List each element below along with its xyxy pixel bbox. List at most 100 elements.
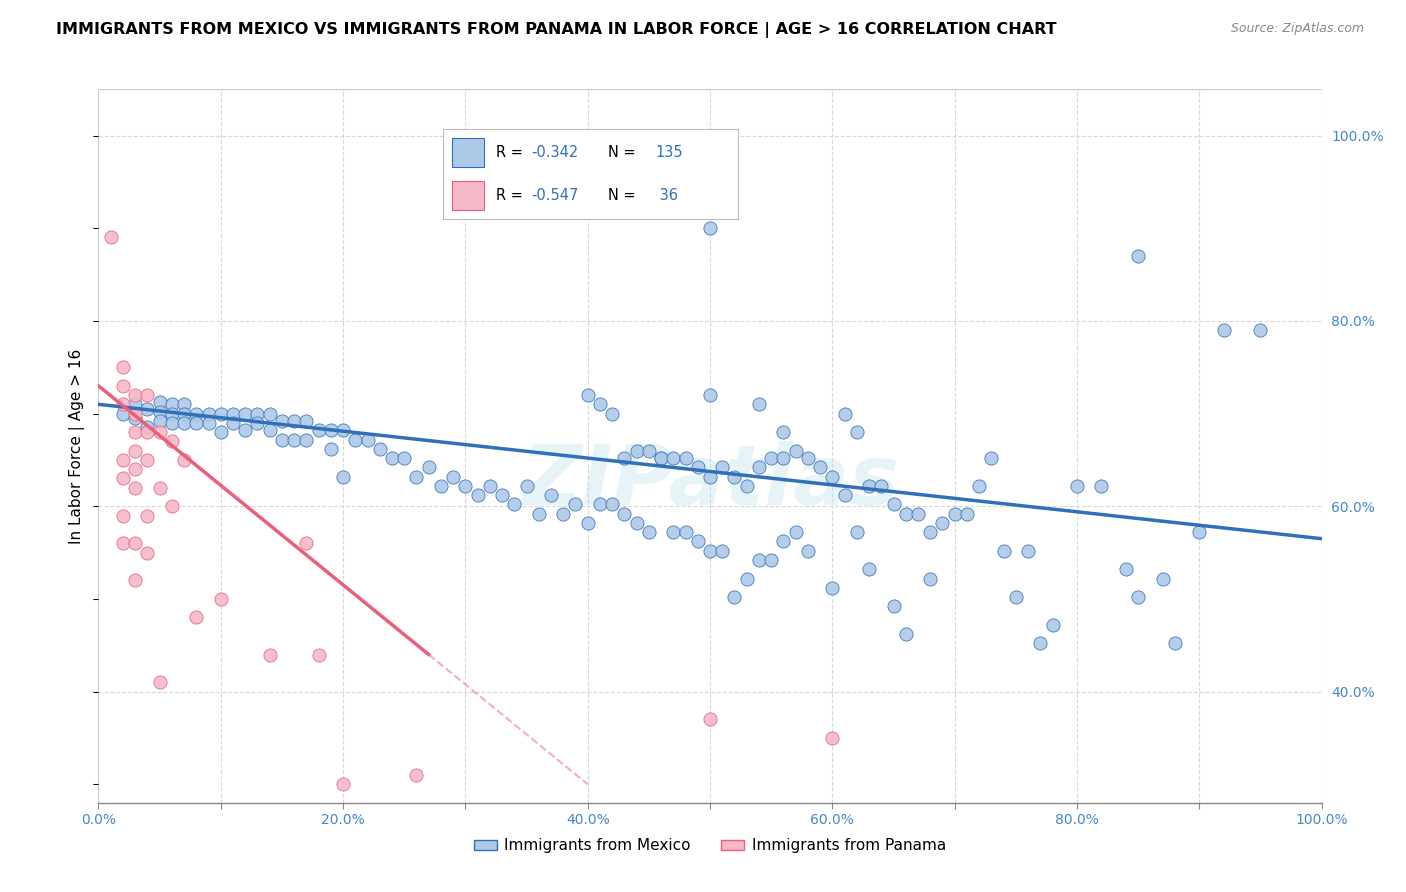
Point <box>111 471 134 485</box>
Point <box>1042 618 1064 632</box>
Point <box>540 488 562 502</box>
Point <box>344 433 367 447</box>
Point <box>368 442 391 456</box>
Point <box>160 397 183 411</box>
FancyBboxPatch shape <box>451 138 484 167</box>
Point <box>136 508 159 523</box>
Point <box>943 507 966 521</box>
Point <box>111 508 134 523</box>
Point <box>136 545 159 559</box>
Point <box>111 378 134 392</box>
Point <box>1029 636 1052 650</box>
Point <box>858 562 880 576</box>
Point <box>920 572 942 586</box>
Point <box>626 516 648 530</box>
Point <box>356 433 378 447</box>
Point <box>1017 543 1039 558</box>
Point <box>699 388 721 402</box>
Point <box>319 423 342 437</box>
Point <box>149 675 172 690</box>
Point <box>136 425 159 439</box>
Point <box>920 525 942 540</box>
Point <box>1212 323 1234 337</box>
Point <box>821 469 844 483</box>
Point <box>259 423 281 437</box>
Point <box>478 479 501 493</box>
Point <box>111 360 134 375</box>
Point <box>699 469 721 483</box>
Point <box>209 407 232 421</box>
Point <box>124 411 146 425</box>
Text: N =: N = <box>609 145 641 160</box>
Point <box>761 451 783 466</box>
Point <box>308 423 330 437</box>
Point <box>675 525 697 540</box>
Text: IMMIGRANTS FROM MEXICO VS IMMIGRANTS FROM PANAMA IN LABOR FORCE | AGE > 16 CORRE: IMMIGRANTS FROM MEXICO VS IMMIGRANTS FRO… <box>56 22 1057 38</box>
Point <box>907 507 929 521</box>
Point <box>870 479 893 493</box>
Point <box>270 414 294 428</box>
Point <box>761 553 783 567</box>
Point <box>808 460 831 475</box>
Point <box>173 397 195 411</box>
Text: N =: N = <box>609 188 641 202</box>
Point <box>699 221 721 235</box>
Point <box>967 479 990 493</box>
Point <box>686 534 709 549</box>
Point <box>100 230 122 244</box>
Point <box>197 416 219 430</box>
Point <box>797 543 820 558</box>
Point <box>209 425 232 439</box>
Point <box>1249 323 1271 337</box>
Point <box>381 451 404 466</box>
Point <box>772 451 794 466</box>
Point <box>259 648 281 662</box>
Point <box>748 460 770 475</box>
Point <box>600 407 623 421</box>
Text: ZIPatlas: ZIPatlas <box>522 442 898 522</box>
Point <box>650 451 672 466</box>
Point <box>772 425 794 439</box>
Point <box>136 453 159 467</box>
Point <box>222 416 245 430</box>
Point <box>124 407 146 421</box>
Point <box>233 407 256 421</box>
Point <box>246 416 269 430</box>
Point <box>1115 562 1137 576</box>
Point <box>711 543 734 558</box>
Point <box>222 407 245 421</box>
Point <box>136 388 159 402</box>
Point <box>993 543 1015 558</box>
Point <box>699 543 721 558</box>
Point <box>136 420 159 434</box>
Point <box>845 425 868 439</box>
Point <box>111 453 134 467</box>
FancyBboxPatch shape <box>451 181 484 210</box>
Point <box>638 443 661 458</box>
Point <box>821 731 844 745</box>
Point <box>173 416 195 430</box>
Point <box>405 768 427 782</box>
Point <box>319 442 342 456</box>
Point <box>160 434 183 449</box>
Point <box>675 451 697 466</box>
Point <box>723 590 745 604</box>
Point <box>503 497 526 511</box>
Point <box>626 443 648 458</box>
Point <box>883 599 905 614</box>
Point <box>785 525 807 540</box>
Point <box>124 443 146 458</box>
Point <box>894 507 917 521</box>
Point <box>124 425 146 439</box>
Point <box>418 460 440 475</box>
Point <box>931 516 953 530</box>
Text: R =: R = <box>496 188 527 202</box>
Point <box>246 407 269 421</box>
Point <box>638 525 661 540</box>
Point <box>332 777 354 791</box>
Point <box>295 433 318 447</box>
Point <box>894 627 917 641</box>
Point <box>283 414 305 428</box>
Point <box>430 479 453 493</box>
Point <box>748 397 770 411</box>
